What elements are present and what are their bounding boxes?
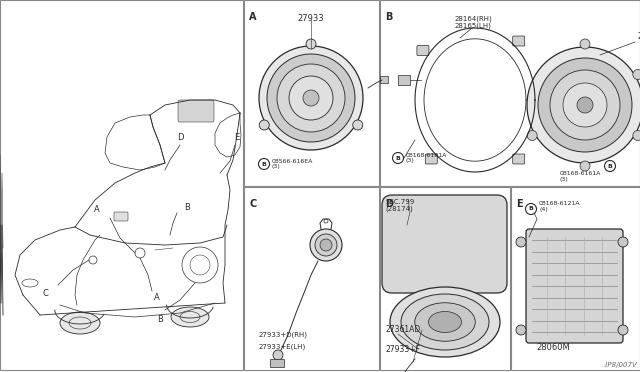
Text: C: C: [249, 199, 256, 209]
Text: A: A: [154, 292, 160, 301]
FancyBboxPatch shape: [380, 76, 388, 83]
Circle shape: [259, 46, 363, 150]
Circle shape: [538, 58, 632, 152]
Text: D: D: [385, 199, 393, 209]
Bar: [380, 187, 510, 370]
Text: .IP8/007V: .IP8/007V: [604, 362, 637, 368]
Text: 08168-6161A
(3): 08168-6161A (3): [560, 171, 602, 182]
Bar: [244, 0, 379, 186]
Circle shape: [580, 39, 590, 49]
FancyBboxPatch shape: [270, 359, 284, 367]
FancyBboxPatch shape: [398, 75, 410, 85]
Bar: [380, 0, 640, 186]
Circle shape: [527, 47, 640, 163]
Circle shape: [259, 158, 269, 170]
Bar: [244, 187, 379, 370]
FancyBboxPatch shape: [426, 154, 437, 164]
Text: 27933+E(LH): 27933+E(LH): [259, 343, 307, 350]
Text: B: B: [396, 155, 401, 160]
Text: 27933+F: 27933+F: [385, 344, 420, 353]
Text: 08168-6121A
(4): 08168-6121A (4): [539, 201, 580, 212]
Text: 08168-6161A
(3): 08168-6161A (3): [406, 153, 447, 163]
Text: A: A: [249, 12, 257, 22]
Circle shape: [618, 237, 628, 247]
Text: A: A: [94, 205, 100, 215]
Circle shape: [273, 350, 283, 360]
FancyBboxPatch shape: [114, 212, 128, 221]
Text: 28060M: 28060M: [536, 343, 570, 353]
Circle shape: [267, 54, 355, 142]
Circle shape: [633, 70, 640, 80]
Text: 27933: 27933: [298, 14, 324, 23]
Circle shape: [320, 239, 332, 251]
Text: B: B: [157, 315, 163, 324]
Circle shape: [289, 76, 333, 120]
Ellipse shape: [390, 287, 500, 357]
Text: 27361AD: 27361AD: [385, 326, 420, 334]
Circle shape: [633, 131, 640, 141]
Circle shape: [315, 234, 337, 256]
Circle shape: [306, 39, 316, 49]
FancyBboxPatch shape: [513, 36, 525, 46]
Circle shape: [563, 83, 607, 127]
Text: C: C: [42, 289, 48, 298]
Ellipse shape: [171, 307, 209, 327]
Circle shape: [550, 70, 620, 140]
Ellipse shape: [429, 311, 461, 333]
Circle shape: [525, 203, 536, 215]
Circle shape: [580, 161, 590, 171]
Text: B: B: [607, 164, 612, 169]
Text: SEC.799
(28174): SEC.799 (28174): [385, 199, 414, 212]
Circle shape: [392, 153, 403, 164]
FancyBboxPatch shape: [382, 195, 507, 293]
FancyBboxPatch shape: [513, 154, 525, 164]
Bar: [511, 187, 640, 370]
Circle shape: [527, 131, 537, 141]
Circle shape: [516, 237, 526, 247]
Circle shape: [353, 120, 363, 130]
Text: 28164(RH)
28165(LH): 28164(RH) 28165(LH): [455, 15, 493, 29]
Text: 08566-616EA
(3): 08566-616EA (3): [272, 158, 314, 169]
FancyBboxPatch shape: [526, 229, 623, 343]
Circle shape: [577, 97, 593, 113]
Ellipse shape: [415, 303, 476, 341]
Text: 27933+C: 27933+C: [638, 32, 640, 41]
Circle shape: [259, 120, 269, 130]
FancyBboxPatch shape: [417, 45, 429, 55]
FancyBboxPatch shape: [178, 100, 214, 122]
Circle shape: [516, 325, 526, 335]
Text: B: B: [184, 202, 190, 212]
Text: E: E: [234, 132, 239, 141]
Text: 27933+D(RH): 27933+D(RH): [259, 332, 308, 339]
Circle shape: [310, 229, 342, 261]
Ellipse shape: [60, 312, 100, 334]
Circle shape: [277, 64, 345, 132]
Ellipse shape: [401, 294, 489, 350]
Circle shape: [618, 325, 628, 335]
Text: B: B: [529, 206, 533, 212]
Bar: [0, 0, 243, 370]
Text: B: B: [385, 12, 392, 22]
Circle shape: [605, 160, 616, 171]
Text: B: B: [262, 161, 266, 167]
Text: E: E: [516, 199, 523, 209]
Circle shape: [303, 90, 319, 106]
Text: D: D: [177, 132, 183, 141]
